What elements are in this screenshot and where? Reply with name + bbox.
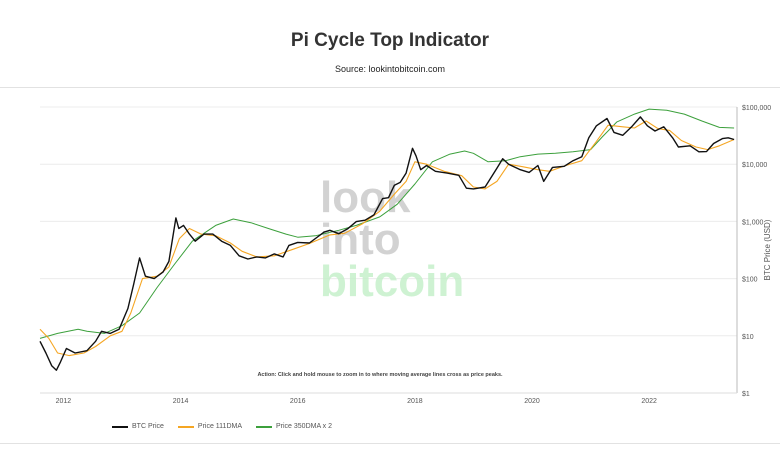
series-line-btc bbox=[39, 116, 735, 371]
x-tick-label: 2012 bbox=[56, 398, 72, 405]
chart-annotation: Action: Click and hold mouse to zoom in … bbox=[257, 372, 503, 378]
y-tick-label: $100 bbox=[742, 277, 758, 284]
x-tick-label: 2018 bbox=[407, 398, 423, 405]
y-tick-label: $10 bbox=[742, 334, 754, 341]
divider bbox=[0, 87, 780, 88]
legend-item-btc[interactable]: BTC Price bbox=[112, 423, 164, 430]
y-tick-label: $100,000 bbox=[742, 105, 771, 112]
legend-item-350dma[interactable]: Price 350DMA x 2 bbox=[256, 423, 332, 430]
page-title: Pi Cycle Top Indicator bbox=[290, 30, 490, 51]
x-tick-label: 2022 bbox=[641, 398, 657, 405]
y-axis-label: BTC Price (USD) bbox=[763, 219, 772, 280]
watermark-text: look bbox=[320, 173, 411, 222]
y-tick-label: $1,000 bbox=[742, 219, 764, 226]
x-tick-label: 2016 bbox=[290, 398, 306, 405]
legend-swatch bbox=[256, 425, 272, 428]
x-tick-label: 2020 bbox=[524, 398, 540, 405]
legend-label: BTC Price bbox=[132, 423, 164, 430]
watermark-text: into bbox=[320, 215, 401, 264]
divider bbox=[0, 443, 780, 444]
legend-label: Price 111DMA bbox=[197, 423, 242, 430]
y-tick-label: $1 bbox=[742, 391, 750, 398]
y-tick-label: $10,000 bbox=[742, 162, 767, 169]
series-line-ma350x2 bbox=[39, 108, 735, 339]
series-line-ma111 bbox=[39, 120, 735, 357]
legend-item-111dma[interactable]: Price 111DMA bbox=[177, 423, 242, 430]
chart-legend: BTC Price Price 111DMA Price 350DMA x 2 bbox=[112, 423, 332, 430]
legend-swatch bbox=[112, 425, 128, 428]
page-subtitle: Source: lookintobitcoin.com bbox=[334, 64, 446, 74]
legend-swatch bbox=[177, 425, 194, 428]
watermark-text: bitcoin bbox=[320, 257, 464, 306]
legend-label: Price 350DMA x 2 bbox=[276, 423, 333, 430]
x-tick-label: 2014 bbox=[173, 398, 189, 405]
